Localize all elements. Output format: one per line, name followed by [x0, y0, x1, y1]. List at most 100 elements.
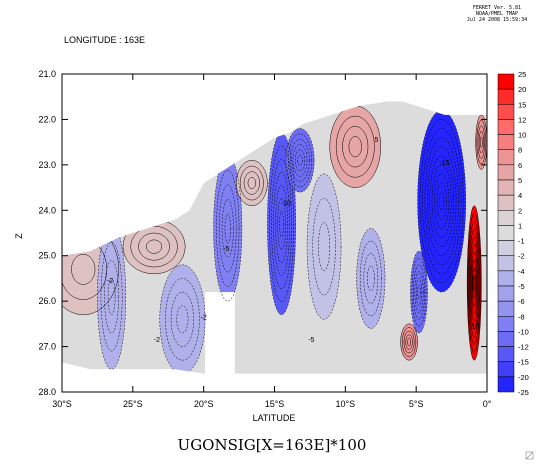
contour-line: [402, 327, 417, 357]
y-axis-label: Z: [14, 233, 24, 239]
contour-line: [295, 149, 305, 172]
colorbar-label: -10: [518, 327, 529, 336]
colorbar-swatch: [497, 285, 515, 302]
colorbar-label: -1: [518, 237, 525, 246]
y-tick-label: 25.0: [38, 251, 56, 261]
contour-line: [297, 154, 303, 166]
contour-line: [277, 197, 286, 251]
contour-line: [422, 128, 462, 275]
contour-line: [285, 128, 315, 193]
contour-label: 5: [375, 137, 379, 144]
contour-line: [434, 173, 450, 229]
colorbar-label: 4: [518, 191, 522, 200]
colorbar-swatch: [497, 361, 515, 378]
contour-line: [219, 184, 237, 273]
colorbar-swatch: [497, 119, 515, 135]
anomaly-cell: [307, 173, 342, 320]
contour-line: [146, 239, 163, 254]
contour-line: [176, 305, 189, 334]
contour-line: [104, 260, 119, 334]
colorbar-label: 25: [518, 70, 526, 79]
colorbar-label: 15: [518, 100, 526, 109]
colorbar-swatch: [497, 300, 515, 317]
corner-icon: [525, 451, 534, 460]
contour-line: [239, 165, 264, 201]
colorbar: 25 20 15 12 10 8 6 5 4 2 1 -1 -2 -4 -5 -6 -8 -10 -12 -15 -20…: [497, 70, 529, 397]
contour-line: [318, 222, 331, 272]
colorbar-label: 12: [518, 115, 526, 124]
anomaly-cell: [159, 264, 206, 374]
y-tick-label: 22.0: [38, 114, 56, 124]
x-tick-label: 25°S: [123, 399, 143, 409]
colorbar-swatch: [497, 255, 515, 272]
contour-line: [107, 278, 116, 316]
x-axis-label: LATITUDE: [253, 413, 296, 423]
contour-label: -2: [107, 278, 113, 285]
colorbar-swatch: [497, 88, 515, 105]
contour-line: [473, 274, 476, 291]
anomaly-cell: [410, 251, 428, 333]
contour-line: [170, 291, 195, 347]
anomaly-cell: [400, 323, 418, 361]
contour-line: [275, 184, 288, 264]
contour-line: [415, 278, 423, 306]
colorbar-swatch: [497, 134, 515, 150]
y-tick-label: 21.0: [38, 69, 56, 79]
contour-line: [417, 284, 421, 300]
contour-line: [466, 205, 482, 361]
header-program: FERRET Ver. 5.81: [473, 5, 521, 11]
contour-label: -5: [223, 246, 229, 253]
contour-line: [479, 136, 483, 148]
colorbar-swatch: [497, 270, 515, 287]
contour-label: -2: [201, 314, 207, 321]
contour-line: [356, 228, 386, 329]
contour-label: -15: [439, 160, 449, 167]
contour-line: [424, 137, 459, 266]
contour-line: [221, 199, 234, 258]
contour-label: -5: [308, 337, 314, 344]
contour-line: [348, 136, 362, 158]
contour-line: [426, 146, 457, 256]
contour-line: [292, 144, 308, 177]
colorbar-label: -2: [518, 252, 525, 261]
contour-line: [335, 115, 375, 178]
contour-line: [359, 240, 382, 317]
contour-line: [403, 330, 415, 354]
x-tick-label: 20°S: [194, 399, 214, 409]
colorbar-swatch: [497, 316, 515, 332]
contour-line: [477, 125, 485, 159]
x-tick-label: 5°S: [409, 399, 424, 409]
anomaly-cell: [475, 114, 487, 170]
contour-line: [419, 119, 464, 284]
colorbar-swatch: [497, 164, 515, 181]
colorbar-label: 1: [518, 221, 522, 230]
y-tick-label: 26.0: [38, 296, 56, 306]
colorbar-swatch: [497, 149, 515, 166]
header-date: Jul 24 2008 15:59:34: [467, 17, 527, 23]
colorbar-label: 5: [518, 176, 522, 185]
colorbar-swatch: [497, 73, 515, 90]
colorbar-label: 10: [518, 131, 526, 140]
contour-line: [476, 120, 487, 165]
anomaly-cell: [329, 105, 381, 188]
anomaly-cell: [213, 155, 242, 302]
colorbar-swatch: [497, 225, 515, 241]
contour-line: [467, 213, 481, 353]
contour-line: [236, 160, 268, 206]
colorbar-label: -6: [518, 297, 525, 306]
x-tick-label: 10°S: [336, 399, 356, 409]
colorbar-label: 8: [518, 146, 522, 155]
x-tick-label: 0°: [483, 399, 492, 409]
missing-data-mask: [205, 292, 235, 374]
contour-line: [429, 155, 454, 247]
colorbar-swatch: [497, 179, 515, 196]
contour-line: [417, 110, 466, 293]
contour-line: [471, 251, 478, 315]
contour-line: [471, 259, 477, 307]
colorbar-label: 6: [518, 161, 522, 170]
contour-line: [279, 210, 284, 238]
colorbar-label: -8: [518, 312, 525, 321]
y-tick-label: 23.0: [38, 160, 56, 170]
contour-line: [287, 133, 313, 188]
contour-line: [273, 171, 290, 277]
